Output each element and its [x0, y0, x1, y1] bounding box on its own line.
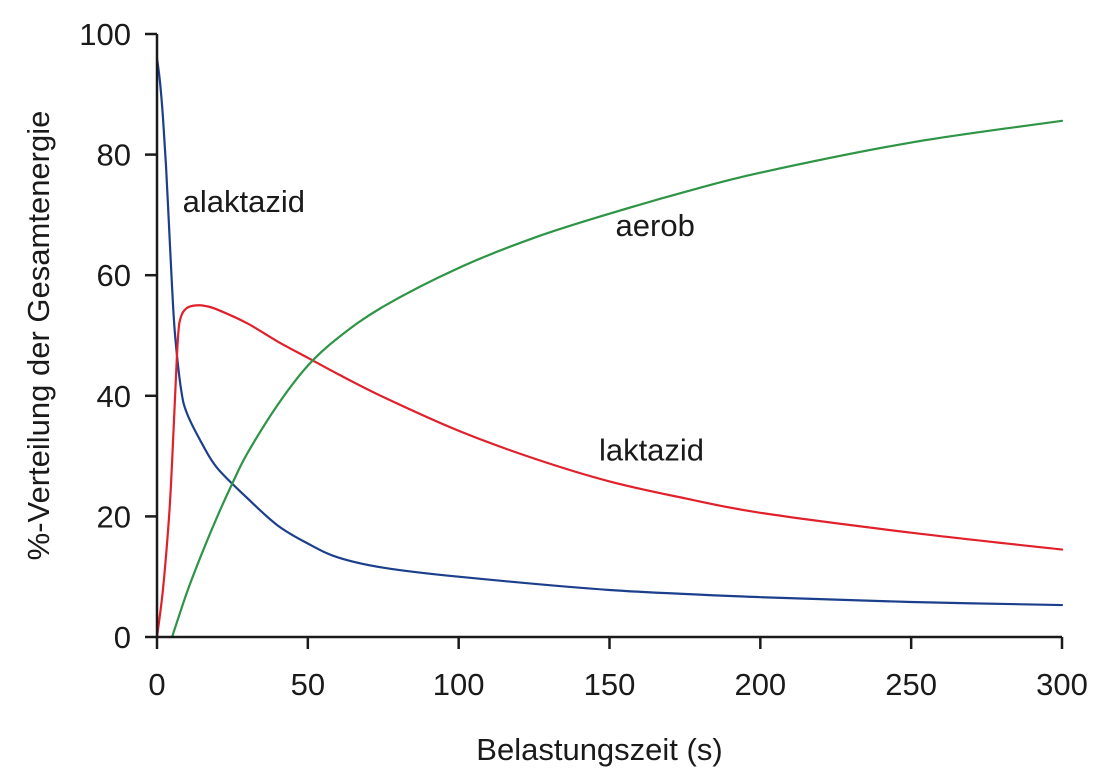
series-line-aerob: [170, 119, 1064, 639]
x-tick-label: 100: [433, 667, 485, 702]
series-label-laktazid: laktazid: [599, 432, 704, 467]
y-axis-title: %-Verteilung der Gesamtenergie: [21, 111, 56, 561]
x-tick-label: 300: [1036, 667, 1088, 702]
x-tick-label: 200: [734, 667, 786, 702]
y-tick-label: 20: [97, 499, 131, 534]
x-axis-title: Belastungszeit (s): [476, 732, 722, 767]
axes-layer: [155, 34, 1062, 639]
ticks-layer: 0 50 100 150 200 250 300 0 20 40 60 80 100: [79, 17, 1088, 702]
series-label-alaktazid: alaktazid: [183, 184, 305, 219]
y-tick-label: 100: [79, 17, 131, 52]
labels-layer: alaktazid aerob laktazid: [183, 184, 704, 467]
series-line-alaktazid: [155, 57, 1064, 607]
y-tick-label: 60: [97, 258, 131, 293]
series-layer: [155, 57, 1064, 639]
x-tick-label: 250: [885, 667, 937, 702]
x-tick-label: 150: [584, 667, 636, 702]
y-tick-label: 40: [97, 379, 131, 414]
x-tick-label: 0: [148, 667, 165, 702]
series-label-aerob: aerob: [616, 208, 695, 243]
series-line-laktazid: [155, 304, 1064, 639]
y-tick-label: 0: [114, 620, 131, 655]
y-tick-label: 80: [97, 138, 131, 173]
x-tick-label: 50: [291, 667, 325, 702]
